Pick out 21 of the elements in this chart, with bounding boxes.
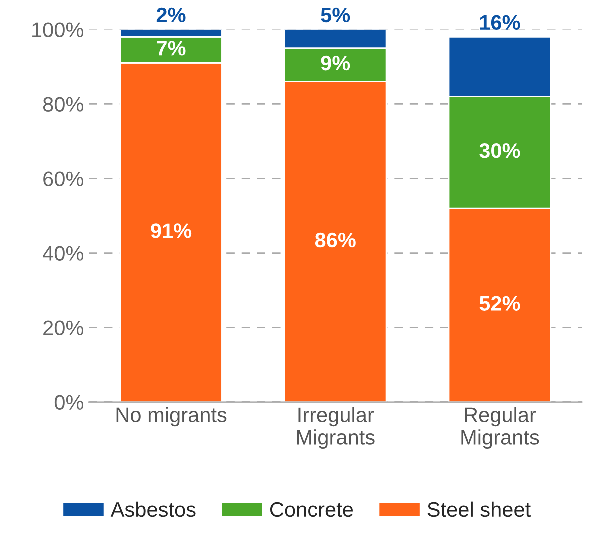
- legend-label: Steel sheet: [428, 502, 531, 518]
- x-tick-label: No migrants: [116, 407, 227, 427]
- y-tick-label: 20%: [44, 320, 84, 336]
- data-label: 30%: [480, 144, 520, 158]
- data-label: 91%: [151, 224, 192, 238]
- y-tick-label: 100%: [32, 22, 84, 38]
- data-label: 86%: [315, 232, 356, 248]
- data-label: 16%: [480, 15, 520, 30]
- x-tick-label: Irregular Migrants: [297, 407, 375, 450]
- data-label: 52%: [480, 296, 520, 312]
- y-tick-label: 60%: [44, 172, 84, 186]
- y-tick-label: 80%: [43, 97, 84, 112]
- y-tick-label: 40%: [43, 246, 84, 262]
- data-label: 7%: [157, 41, 186, 56]
- legend-label: Asbestos: [110, 502, 196, 518]
- data-label: 9%: [321, 56, 350, 71]
- y-tick-label: 0%: [54, 395, 84, 410]
- legend-label: Concrete: [270, 502, 354, 518]
- x-tick-label: Regular Migrants: [462, 407, 540, 450]
- data-label: 2%: [156, 8, 186, 23]
- data-label: 5%: [321, 8, 350, 23]
